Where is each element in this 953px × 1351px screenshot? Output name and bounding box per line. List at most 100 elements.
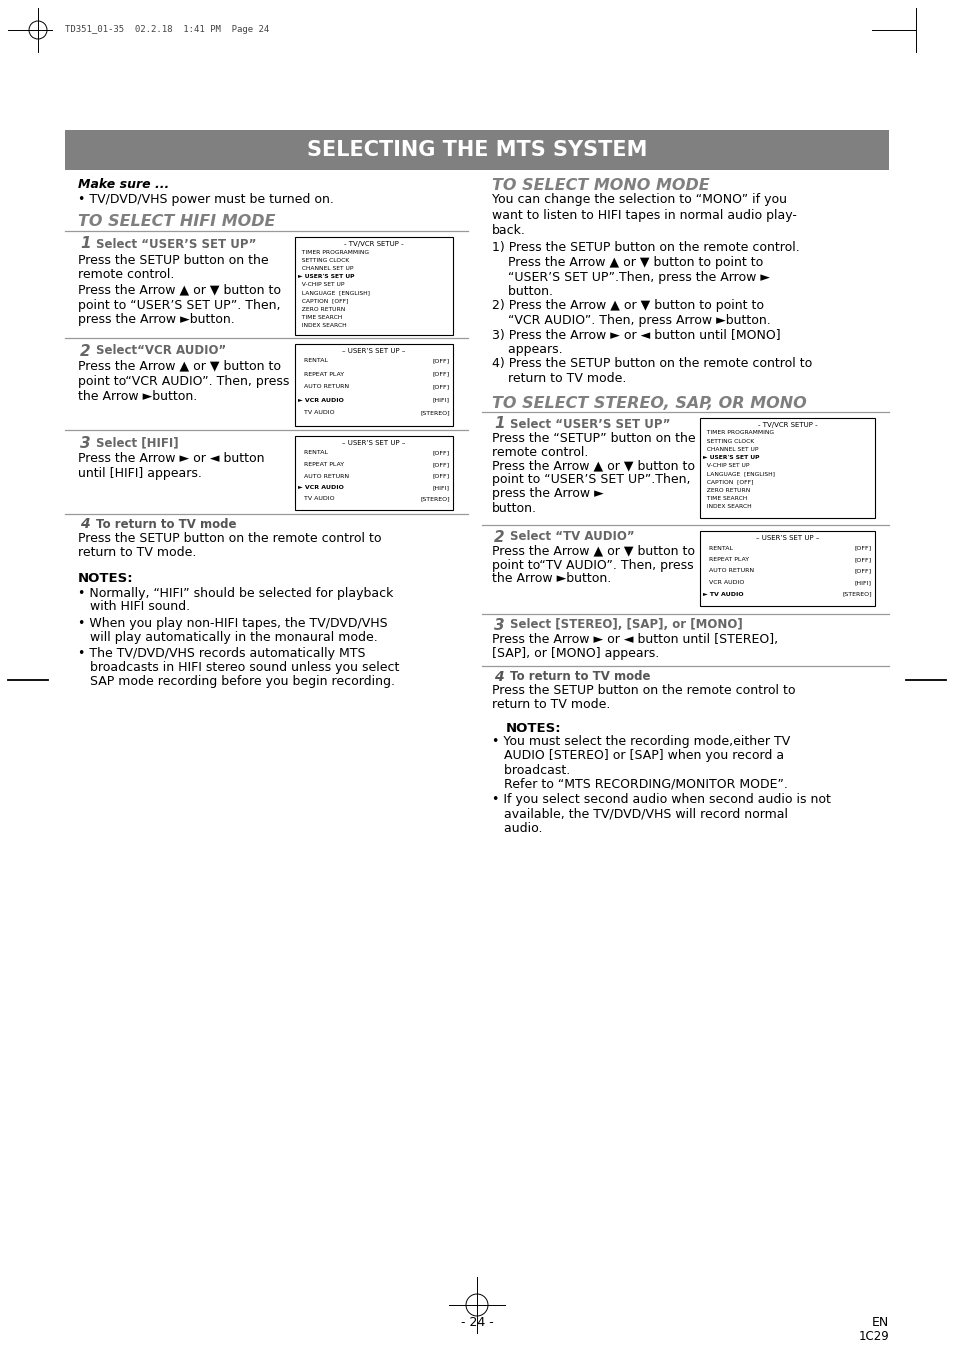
Text: “VCR AUDIO”. Then, press Arrow ►button.: “VCR AUDIO”. Then, press Arrow ►button.: [492, 313, 770, 327]
Text: 1C29: 1C29: [858, 1329, 888, 1343]
Text: return to TV mode.: return to TV mode.: [492, 372, 626, 385]
Text: will play automatically in the monaural mode.: will play automatically in the monaural …: [78, 631, 377, 643]
Text: - 24 -: - 24 -: [460, 1316, 493, 1328]
Text: NOTES:: NOTES:: [505, 721, 561, 735]
Text: point to“TV AUDIO”. Then, press: point to“TV AUDIO”. Then, press: [492, 558, 693, 571]
Text: CHANNEL SET UP: CHANNEL SET UP: [297, 266, 354, 272]
Text: Select [STEREO], [SAP], or [MONO]: Select [STEREO], [SAP], or [MONO]: [510, 619, 742, 631]
Text: - TV/VCR SETUP -: - TV/VCR SETUP -: [757, 422, 817, 428]
Text: ZERO RETURN: ZERO RETURN: [702, 488, 749, 493]
Text: ► TV AUDIO: ► TV AUDIO: [702, 592, 742, 597]
Text: Press the Arrow ▲ or ▼ button to point to: Press the Arrow ▲ or ▼ button to point t…: [492, 255, 762, 269]
Text: – USER’S SET UP –: – USER’S SET UP –: [755, 535, 819, 540]
Text: RENTAL: RENTAL: [702, 546, 732, 550]
Text: AUTO RETURN: AUTO RETURN: [297, 473, 349, 478]
Text: ► VCR AUDIO: ► VCR AUDIO: [297, 397, 343, 403]
Text: 3: 3: [80, 435, 91, 450]
Text: REPEAT PLAY: REPEAT PLAY: [297, 372, 344, 377]
Text: button.: button.: [492, 285, 553, 299]
FancyBboxPatch shape: [294, 236, 453, 335]
Text: You can change the selection to “MONO” if you: You can change the selection to “MONO” i…: [492, 193, 786, 207]
Text: Press the Arrow ▲ or ▼ button to: Press the Arrow ▲ or ▼ button to: [492, 544, 695, 558]
Text: [HIFI]: [HIFI]: [854, 580, 871, 585]
Text: RENTAL: RENTAL: [297, 450, 328, 455]
Text: Select “TV AUDIO”: Select “TV AUDIO”: [510, 531, 634, 543]
Text: SETTING CLOCK: SETTING CLOCK: [297, 258, 349, 262]
Text: [OFF]: [OFF]: [433, 462, 450, 467]
Text: [OFF]: [OFF]: [433, 450, 450, 455]
Text: broadcasts in HIFI stereo sound unless you select: broadcasts in HIFI stereo sound unless y…: [78, 661, 399, 674]
Text: • When you play non-HIFI tapes, the TV/DVD/VHS: • When you play non-HIFI tapes, the TV/D…: [78, 616, 387, 630]
Text: 4) Press the SETUP button on the remote control to: 4) Press the SETUP button on the remote …: [492, 358, 811, 370]
Text: 4: 4: [494, 670, 503, 684]
Text: REPEAT PLAY: REPEAT PLAY: [297, 462, 344, 467]
Text: TV AUDIO: TV AUDIO: [297, 497, 335, 501]
Text: the Arrow ►button.: the Arrow ►button.: [492, 573, 611, 585]
Text: – USER’S SET UP –: – USER’S SET UP –: [342, 349, 405, 354]
Text: TIMER PROGRAMMING: TIMER PROGRAMMING: [297, 250, 369, 254]
Text: TO SELECT HIFI MODE: TO SELECT HIFI MODE: [78, 215, 275, 230]
Text: 4: 4: [80, 517, 90, 531]
Text: • If you select second audio when second audio is not: • If you select second audio when second…: [492, 793, 830, 807]
Text: – USER’S SET UP –: – USER’S SET UP –: [342, 440, 405, 446]
Text: [STEREO]: [STEREO]: [420, 411, 450, 416]
Text: To return to TV mode: To return to TV mode: [96, 517, 236, 531]
Text: [STEREO]: [STEREO]: [841, 592, 871, 597]
Text: 1) Press the SETUP button on the remote control.: 1) Press the SETUP button on the remote …: [492, 242, 799, 254]
Text: CHANNEL SET UP: CHANNEL SET UP: [702, 447, 758, 451]
Text: SETTING CLOCK: SETTING CLOCK: [702, 439, 754, 443]
Text: back.: back.: [492, 223, 525, 236]
Text: [SAP], or [MONO] appears.: [SAP], or [MONO] appears.: [492, 647, 659, 659]
Text: Select “USER’S SET UP”: Select “USER’S SET UP”: [96, 238, 256, 250]
Text: • You must select the recording mode,either TV: • You must select the recording mode,eit…: [492, 735, 789, 748]
Text: ► USER'S SET UP: ► USER'S SET UP: [702, 455, 759, 461]
Text: CAPTION  [OFF]: CAPTION [OFF]: [297, 299, 348, 304]
FancyBboxPatch shape: [700, 417, 874, 517]
Text: V-CHIP SET UP: V-CHIP SET UP: [702, 463, 749, 469]
Text: Select [HIFI]: Select [HIFI]: [96, 436, 178, 450]
Text: button.: button.: [492, 501, 537, 515]
Text: [STEREO]: [STEREO]: [420, 497, 450, 501]
FancyBboxPatch shape: [700, 531, 874, 607]
Text: SAP mode recording before you begin recording.: SAP mode recording before you begin reco…: [78, 674, 395, 688]
Text: Press the Arrow ▲ or ▼ button to: Press the Arrow ▲ or ▼ button to: [78, 284, 281, 296]
Text: Press the “SETUP” button on the: Press the “SETUP” button on the: [492, 431, 695, 444]
Text: VCR AUDIO: VCR AUDIO: [702, 580, 743, 585]
Text: Refer to “MTS RECORDING/MONITOR MODE”.: Refer to “MTS RECORDING/MONITOR MODE”.: [492, 777, 787, 790]
Text: REPEAT PLAY: REPEAT PLAY: [702, 557, 748, 562]
Text: press the Arrow ►button.: press the Arrow ►button.: [78, 313, 234, 327]
Text: INDEX SEARCH: INDEX SEARCH: [702, 504, 751, 509]
Text: 1: 1: [494, 416, 504, 431]
FancyBboxPatch shape: [294, 436, 453, 509]
Text: point to“VCR AUDIO”. Then, press: point to“VCR AUDIO”. Then, press: [78, 374, 289, 388]
Text: Press the Arrow ▲ or ▼ button to: Press the Arrow ▲ or ▼ button to: [78, 359, 281, 373]
Text: [HIFI]: [HIFI]: [433, 485, 450, 490]
Text: RENTAL: RENTAL: [297, 358, 328, 363]
Text: AUDIO [STEREO] or [SAP] when you record a: AUDIO [STEREO] or [SAP] when you record …: [492, 750, 783, 762]
Text: Press the SETUP button on the remote control to: Press the SETUP button on the remote con…: [492, 685, 795, 697]
Text: [OFF]: [OFF]: [433, 473, 450, 478]
Text: point to “USER’S SET UP”.Then,: point to “USER’S SET UP”.Then,: [492, 473, 690, 486]
Text: broadcast.: broadcast.: [492, 763, 570, 777]
Text: AUTO RETURN: AUTO RETURN: [702, 569, 753, 574]
Text: with HIFI sound.: with HIFI sound.: [78, 600, 190, 613]
Text: CAPTION  [OFF]: CAPTION [OFF]: [702, 480, 753, 485]
Text: 1: 1: [80, 236, 91, 251]
Text: ZERO RETURN: ZERO RETURN: [297, 307, 345, 312]
Text: remote control.: remote control.: [492, 446, 588, 458]
Text: ► USER'S SET UP: ► USER'S SET UP: [297, 274, 355, 280]
Text: Press the Arrow ► or ◄ button: Press the Arrow ► or ◄ button: [78, 451, 264, 465]
Text: AUTO RETURN: AUTO RETURN: [297, 385, 349, 389]
Text: TD351_01-35  02.2.18  1:41 PM  Page 24: TD351_01-35 02.2.18 1:41 PM Page 24: [65, 26, 269, 35]
Text: NOTES:: NOTES:: [78, 571, 133, 585]
Text: TO SELECT MONO MODE: TO SELECT MONO MODE: [492, 177, 709, 192]
Text: audio.: audio.: [492, 821, 542, 835]
Text: TIME SEARCH: TIME SEARCH: [297, 315, 342, 320]
Text: TO SELECT STEREO, SAP, OR MONO: TO SELECT STEREO, SAP, OR MONO: [492, 396, 806, 411]
Text: remote control.: remote control.: [78, 269, 174, 281]
Text: Press the SETUP button on the: Press the SETUP button on the: [78, 254, 269, 266]
Text: Press the Arrow ► or ◄ button until [STEREO],: Press the Arrow ► or ◄ button until [STE…: [492, 632, 778, 646]
Text: • TV/DVD/VHS power must be turned on.: • TV/DVD/VHS power must be turned on.: [78, 193, 334, 207]
Text: 3: 3: [494, 617, 504, 632]
Text: 2: 2: [80, 343, 91, 358]
